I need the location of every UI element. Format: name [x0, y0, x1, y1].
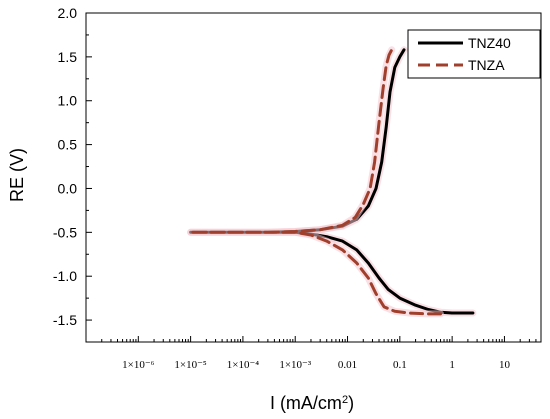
- x-tick-label: 1: [449, 359, 455, 371]
- x-axis: 1×10⁻⁶ 1×10⁻⁵ 1×10⁻⁴ 1×10⁻³ 0.01 0.1 1 10: [101, 336, 542, 371]
- x-tick-label: 1×10⁻⁵: [174, 359, 207, 371]
- y-tick-label: 2.0: [58, 5, 78, 21]
- series-halo: [187, 46, 477, 317]
- legend-label-tnza: TNZA: [468, 57, 505, 73]
- series-line-tnz40: [189, 48, 475, 315]
- x-tick-label: 10: [499, 359, 511, 371]
- y-tick-label: -1.5: [53, 312, 77, 328]
- y-tick-label: -0.5: [53, 224, 77, 240]
- series-halo: [187, 46, 444, 318]
- series-layer: [187, 46, 477, 318]
- y-tick-label: 1.5: [58, 49, 78, 65]
- legend: TNZ40 TNZA: [407, 29, 541, 79]
- y-tick-label: -1.0: [53, 268, 77, 284]
- y-axis: -1.5 -1.0 -0.5 0.0 0.5 1.0 1.5 2.0: [53, 5, 92, 343]
- x-tick-label: 1×10⁻³: [279, 359, 312, 371]
- x-axis-title-end: ): [348, 393, 354, 413]
- series-line-tnza: [189, 48, 442, 316]
- legend-label-tnz40: TNZ40: [468, 35, 511, 51]
- x-tick-label: 1×10⁻⁴: [227, 359, 260, 371]
- x-tick-label: 0.01: [338, 359, 357, 371]
- y-tick-label: 1.0: [58, 93, 78, 109]
- x-axis-title: I (mA/cm2): [270, 393, 354, 413]
- y-tick-label: 0.0: [58, 180, 78, 196]
- plot-frame: [85, 12, 542, 343]
- x-axis-title-sup: 2: [342, 394, 348, 406]
- y-axis-title: RE (V): [7, 148, 27, 202]
- x-tick-label: 0.1: [393, 359, 407, 371]
- y-tick-label: 0.5: [58, 137, 78, 153]
- legend-box: [407, 29, 541, 79]
- x-tick-label: 1×10⁻⁶: [122, 359, 155, 371]
- x-axis-title-main: I (mA/cm: [270, 393, 342, 413]
